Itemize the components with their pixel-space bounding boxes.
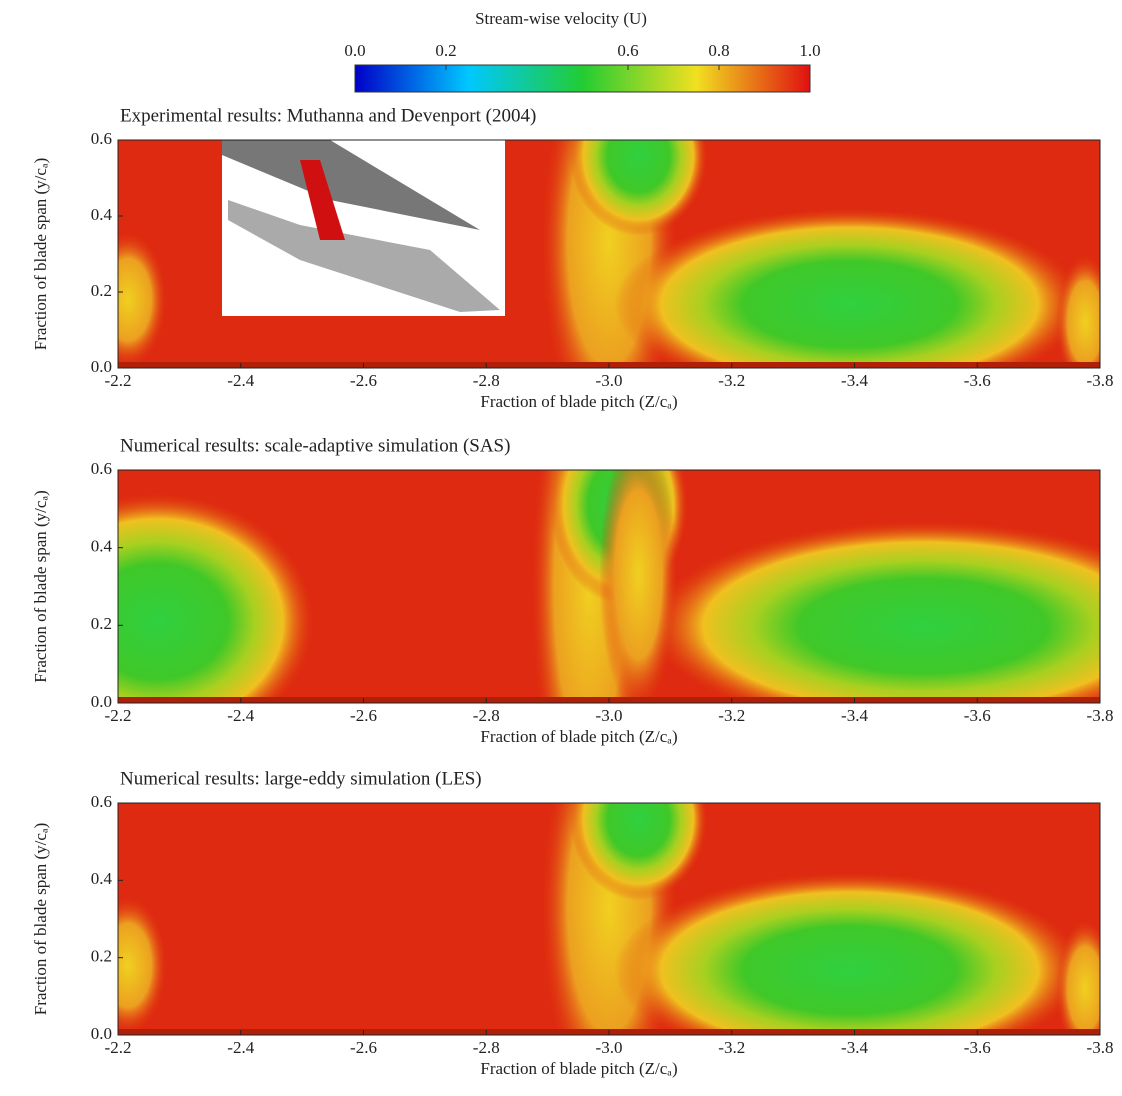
contour-region [599, 435, 678, 715]
x-tick-label: -3.6 [964, 371, 991, 390]
y-tick-label: 0.2 [91, 281, 112, 300]
contour-region [570, 738, 707, 900]
x-tick-label: -3.0 [596, 1038, 623, 1057]
panel-title: Numerical results: large-eddy simulation… [120, 768, 482, 789]
colorbar-title: Stream-wise velocity (U) [475, 9, 647, 28]
colorbar-tick-label: 0.8 [708, 41, 729, 60]
y-tick-label: 0.2 [91, 947, 112, 966]
y-tick-label: 0.0 [91, 692, 112, 711]
x-tick-label: -3.2 [718, 1038, 745, 1057]
x-tick-label: -2.6 [350, 371, 377, 390]
x-tick-label: -3.4 [841, 1038, 868, 1057]
y-axis-label: Fraction of blade span (y/cₐ) [31, 823, 50, 1016]
x-axis-label: Fraction of blade pitch (Z/cₐ) [480, 1059, 677, 1078]
x-tick-label: -2.6 [350, 706, 377, 725]
x-tick-label: -3.8 [1087, 706, 1114, 725]
x-tick-label: -2.4 [227, 371, 254, 390]
y-tick-label: 0.2 [91, 614, 112, 633]
x-tick-label: -3.8 [1087, 1038, 1114, 1057]
contour-plot [89, 699, 1115, 1096]
panel-title: Experimental results: Muthanna and Deven… [120, 105, 536, 126]
x-tick-label: -3.6 [964, 706, 991, 725]
colorbar-tick-label: 0.6 [617, 41, 638, 60]
x-tick-label: -2.4 [227, 1038, 254, 1057]
x-tick-label: -3.2 [718, 371, 745, 390]
y-axis-label: Fraction of blade span (y/cₐ) [31, 490, 50, 683]
y-tick-label: 0.6 [91, 129, 112, 148]
x-tick-label: -3.4 [841, 706, 868, 725]
x-tick-label: -3.6 [964, 1038, 991, 1057]
y-tick-label: 0.4 [91, 205, 113, 224]
y-tick-label: 0.6 [91, 792, 112, 811]
y-tick-label: 0.0 [91, 357, 112, 376]
y-axis-label: Fraction of blade span (y/cₐ) [31, 158, 50, 351]
figure: Stream-wise velocity (U) 0.0 0.2 0.6 0.8 1.0… [0, 0, 1122, 1096]
y-tick-label: 0.4 [91, 869, 113, 888]
colorbar-tick-label: 1.0 [799, 41, 820, 60]
colorbar-tick-label: 0.0 [344, 41, 365, 60]
x-tick-label: -3.2 [718, 706, 745, 725]
x-tick-label: -3.8 [1087, 371, 1114, 390]
colorbar [355, 65, 810, 92]
contour-region [570, 76, 707, 236]
x-axis-label: Fraction of blade pitch (Z/cₐ) [480, 727, 677, 746]
x-tick-label: -3.4 [841, 371, 868, 390]
x-tick-label: -2.8 [473, 371, 500, 390]
y-tick-label: 0.0 [91, 1024, 112, 1043]
panel-title: Numerical results: scale-adaptive simula… [120, 435, 510, 456]
x-tick-label: -2.6 [350, 1038, 377, 1057]
y-tick-label: 0.6 [91, 459, 112, 478]
x-axis-label: Fraction of blade pitch (Z/cₐ) [480, 392, 677, 411]
x-tick-label: -2.4 [227, 706, 254, 725]
x-tick-label: -2.8 [473, 1038, 500, 1057]
x-tick-label: -3.0 [596, 371, 623, 390]
x-tick-label: -2.8 [473, 706, 500, 725]
y-tick-label: 0.4 [91, 537, 113, 556]
colorbar-tick-label: 0.2 [435, 41, 456, 60]
x-tick-label: -3.0 [596, 706, 623, 725]
